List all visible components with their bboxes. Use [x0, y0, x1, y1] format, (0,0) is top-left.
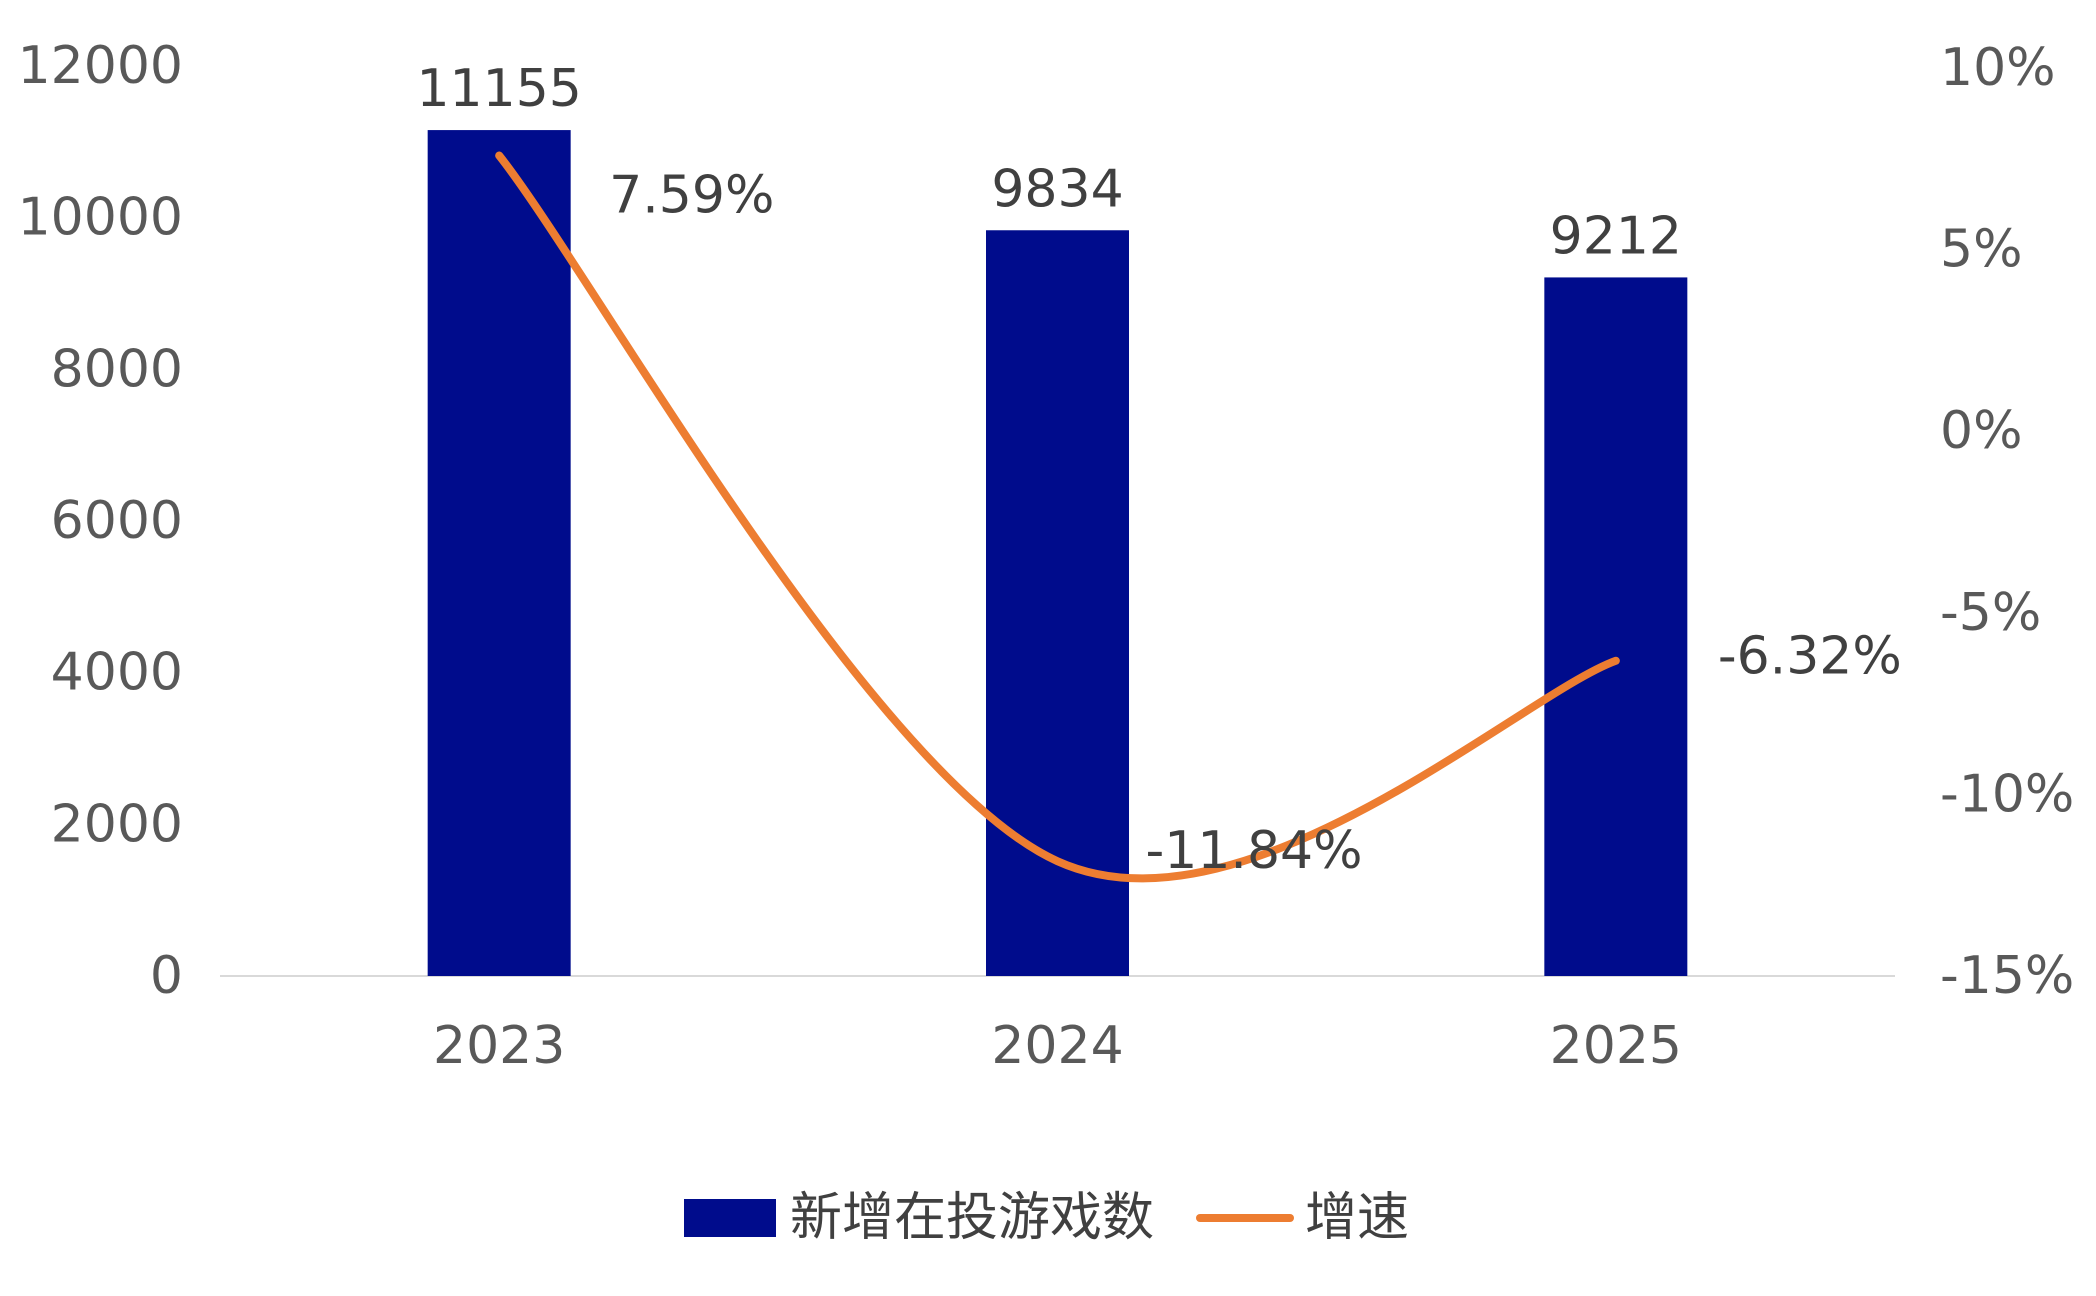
- line-series: [495, 151, 1620, 883]
- legend-label-bar: 新增在投游戏数: [790, 1188, 1154, 1248]
- left-tick-label: 0: [150, 946, 183, 1006]
- left-tick-label: 6000: [51, 491, 183, 551]
- right-tick-label: 0%: [1940, 401, 2023, 461]
- right-tick-label: -15%: [1940, 946, 2074, 1006]
- right-tick-label: -10%: [1940, 764, 2074, 824]
- bar-data-labels: 11155 9834 9212: [416, 59, 1682, 266]
- left-tick-label: 12000: [18, 36, 183, 96]
- left-axis-ticks: 0 2000 4000 6000 8000 10000 12000: [18, 36, 183, 1006]
- right-tick-label: 5%: [1940, 220, 2023, 280]
- x-tick-label: 2023: [433, 1016, 565, 1076]
- left-tick-label: 10000: [18, 188, 183, 248]
- bar-data-label: 11155: [416, 59, 581, 119]
- left-tick-label: 2000: [51, 794, 183, 854]
- legend: 新增在投游戏数 增速: [684, 1188, 1409, 1248]
- x-tick-label: 2024: [991, 1016, 1123, 1076]
- bar-data-label: 9834: [991, 159, 1123, 219]
- line-data-labels: 7.59% -11.84% -6.32%: [609, 166, 1902, 882]
- left-tick-label: 4000: [51, 643, 183, 703]
- right-axis-ticks: -15% -10% -5% 0% 5% 10%: [1940, 38, 2074, 1006]
- line-data-label: -11.84%: [1146, 821, 1363, 881]
- bar-series: [427, 130, 1688, 976]
- bar: [427, 130, 571, 976]
- legend-label-line: 增速: [1305, 1188, 1409, 1248]
- line-data-label: 7.59%: [609, 166, 774, 226]
- line-data-label: -6.32%: [1718, 627, 1902, 687]
- x-axis-ticks: 2023 2024 2025: [433, 1016, 1682, 1076]
- right-tick-label: -5%: [1940, 583, 2041, 643]
- x-tick-label: 2025: [1550, 1016, 1682, 1076]
- left-tick-label: 8000: [51, 339, 183, 399]
- bar: [1544, 277, 1688, 976]
- line-path: [495, 151, 1620, 883]
- bar: [986, 230, 1129, 976]
- legend-swatch-bar: [684, 1199, 776, 1237]
- bar-data-label: 9212: [1550, 206, 1682, 266]
- right-tick-label: 10%: [1940, 38, 2056, 98]
